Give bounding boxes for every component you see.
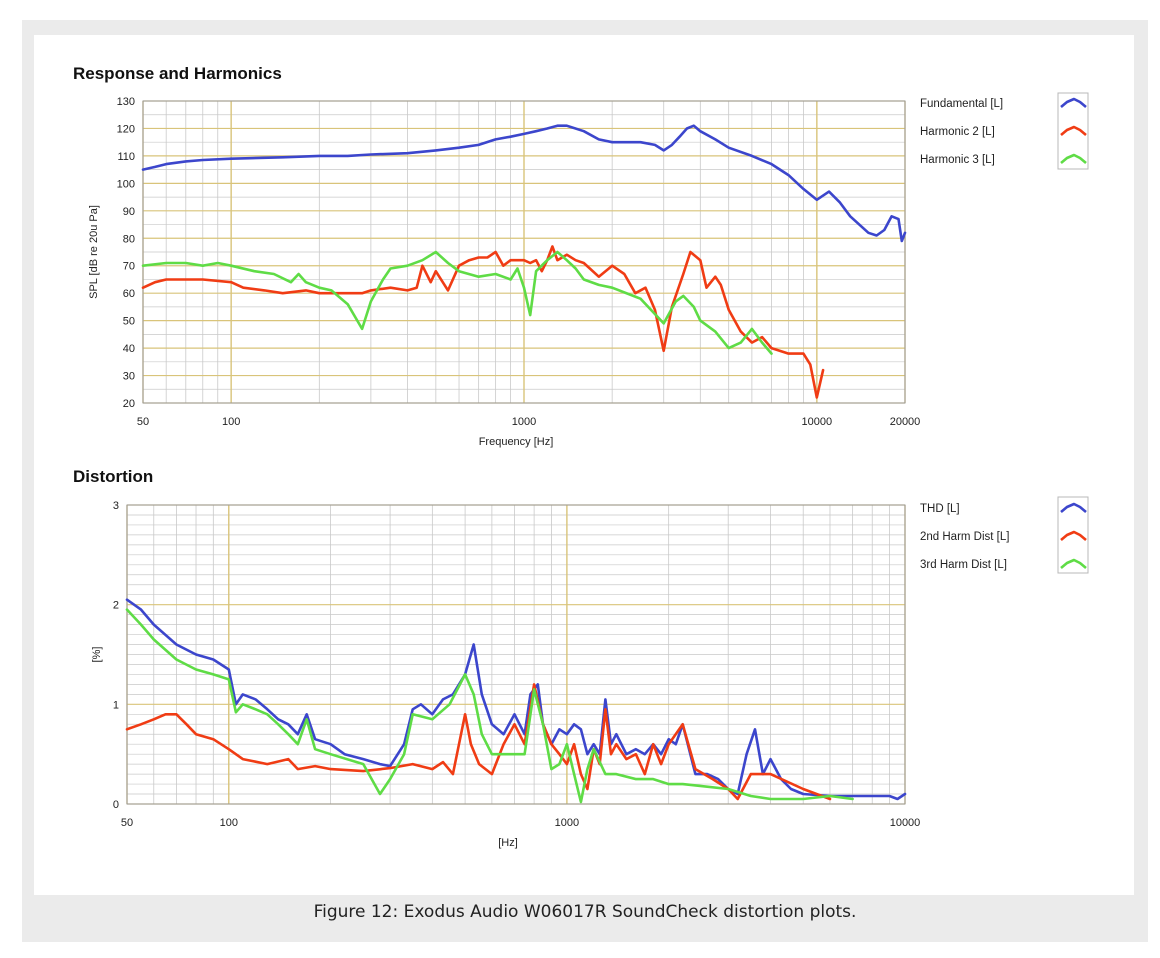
y-tick-label: 2 bbox=[113, 600, 119, 612]
y-axis-label: SPL [dB re 20u Pa] bbox=[88, 205, 100, 299]
x-tick-label: 1000 bbox=[555, 817, 579, 829]
legend-swatch bbox=[1060, 502, 1087, 513]
y-tick-label: 50 bbox=[123, 316, 135, 328]
x-axis-label: [Hz] bbox=[498, 837, 518, 849]
x-tick-label: 100 bbox=[220, 817, 238, 829]
series-line-3 bbox=[125, 608, 854, 804]
y-tick-label: 30 bbox=[123, 371, 135, 383]
distortion-chart-title: Distortion bbox=[73, 467, 153, 486]
response-chart-title: Response and Harmonics bbox=[73, 64, 282, 83]
y-tick-label: 130 bbox=[117, 96, 135, 108]
series-line-2 bbox=[141, 245, 825, 399]
x-tick-label: 100 bbox=[222, 416, 240, 428]
x-tick-label: 50 bbox=[121, 817, 133, 829]
legend-swatch bbox=[1060, 125, 1087, 136]
y-tick-label: 60 bbox=[123, 288, 135, 300]
y-tick-label: 1 bbox=[113, 699, 119, 711]
y-tick-label: 80 bbox=[123, 233, 135, 245]
x-tick-label: 10000 bbox=[890, 817, 921, 829]
y-tick-label: 20 bbox=[123, 398, 135, 410]
distortion-chart: 0 1 2 3 50 100 1000 10000 [Hz] [%] THD [L] 2nd Harm… bbox=[91, 496, 1089, 849]
legend-label: Harmonic 2 [L] bbox=[920, 126, 995, 138]
series-line-1 bbox=[141, 124, 907, 243]
y-tick-label: 110 bbox=[117, 151, 135, 163]
y-tick-label: 0 bbox=[113, 799, 119, 811]
legend-swatch bbox=[1060, 530, 1087, 541]
legend-label: 3rd Harm Dist [L] bbox=[920, 559, 1007, 571]
legend-swatch bbox=[1060, 558, 1087, 569]
series-line-3 bbox=[141, 250, 773, 355]
legend: Fundamental [L] Harmonic 2 [L] Harmonic 3 … bbox=[920, 92, 1089, 170]
y-tick-label: 40 bbox=[123, 343, 135, 355]
legend-label: Harmonic 3 [L] bbox=[920, 154, 995, 166]
y-tick-label: 70 bbox=[123, 261, 135, 273]
plot-border bbox=[126, 504, 906, 805]
x-tick-label: 50 bbox=[137, 416, 149, 428]
x-tick-label: 10000 bbox=[802, 416, 833, 428]
minor-grid bbox=[127, 505, 905, 804]
legend-swatch bbox=[1060, 97, 1087, 108]
figure-caption: Figure 12: Exodus Audio W06017R SoundChe… bbox=[313, 902, 857, 922]
y-axis-label: [%] bbox=[91, 647, 103, 663]
legend-swatch bbox=[1060, 153, 1087, 164]
y-tick-label: 90 bbox=[123, 206, 135, 218]
y-tick-label: 120 bbox=[117, 123, 135, 135]
y-tick-label: 100 bbox=[117, 178, 135, 190]
x-tick-label: 1000 bbox=[512, 416, 536, 428]
legend: THD [L] 2nd Harm Dist [L] 3rd Harm Dist [L… bbox=[920, 496, 1089, 574]
response-harmonics-chart: 20 30 40 50 60 70 80 90 100 110 120 130 50 100 1000 100… bbox=[88, 92, 1089, 448]
legend-label: Fundamental [L] bbox=[920, 98, 1003, 110]
charts-canvas: Response and Harmonics Distortion 203040… bbox=[73, 64, 1089, 849]
legend-label: THD [L] bbox=[920, 503, 960, 515]
y-tick-label: 3 bbox=[113, 500, 119, 512]
x-axis-label: Frequency [Hz] bbox=[479, 436, 554, 448]
legend-label: 2nd Harm Dist [L] bbox=[920, 531, 1009, 543]
plot-border bbox=[142, 100, 906, 404]
x-tick-label: 20000 bbox=[890, 416, 921, 428]
